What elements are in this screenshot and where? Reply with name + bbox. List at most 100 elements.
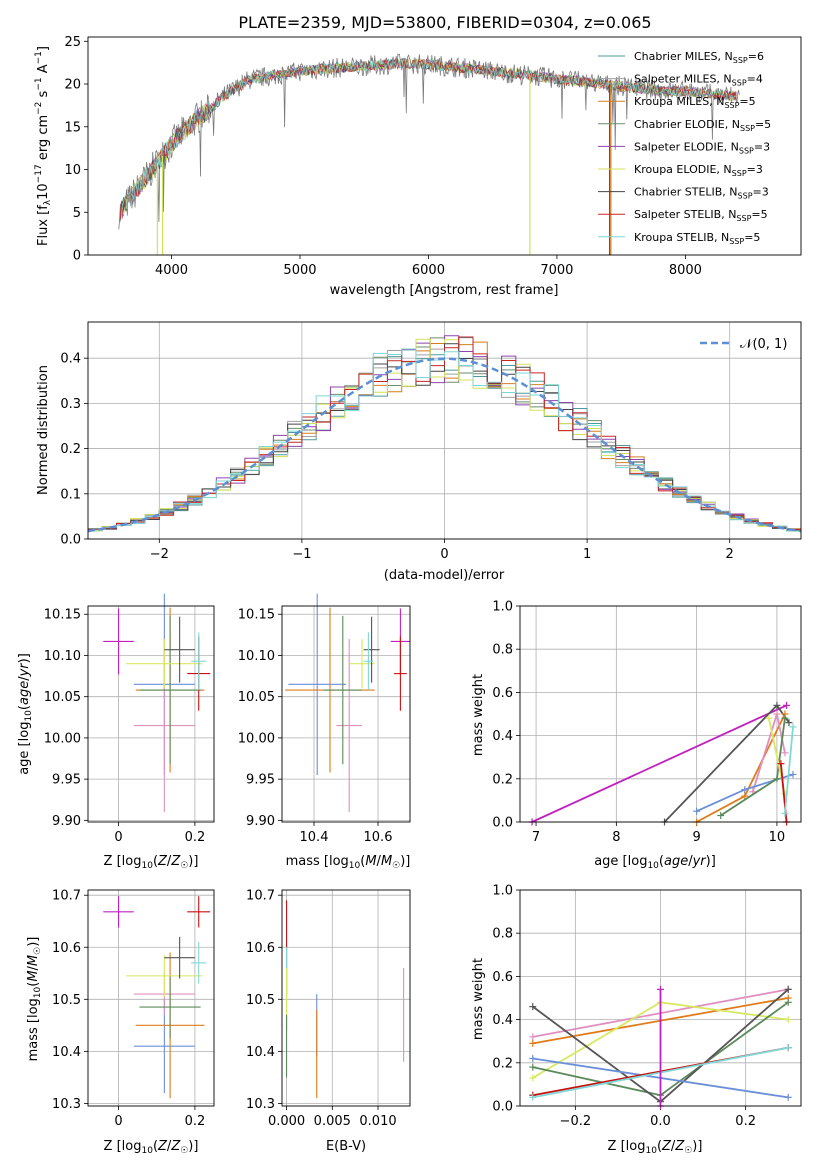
y-tick-label: 9.90 bbox=[246, 814, 275, 829]
y-tick-label: 9.95 bbox=[52, 773, 81, 788]
spectrum-xlabel: wavelength [Angstrom, rest frame] bbox=[330, 283, 559, 298]
x-tick-label: 0.2 bbox=[735, 1114, 756, 1129]
spectrum-legend: Chabrier MILES, NSSP=6 Salpeter MILES, NS… bbox=[598, 50, 771, 246]
axes-frame bbox=[87, 36, 802, 256]
y-tick-label: 0.4 bbox=[60, 352, 81, 367]
age-vs-z-panel: Z [log10(Z/Z☉)] age [log10(age/yr)] 0 0.2… bbox=[17, 593, 215, 871]
x-tick-label: −1 bbox=[292, 547, 311, 562]
x-tick-label: −0.2 bbox=[560, 1114, 592, 1129]
massweight-vs-age-plot: 7 8 9 10 0.0 0.2 0.4 0.6 0.8 1.0 bbox=[492, 600, 802, 845]
x-tick-label: 7000 bbox=[540, 263, 573, 278]
y-tick-label: 10.10 bbox=[238, 649, 275, 664]
y-tick-label: 10.4 bbox=[246, 1045, 275, 1060]
axes-frame bbox=[87, 321, 802, 540]
y-tick-label: 10.10 bbox=[44, 649, 81, 664]
x-tick-label: 10 bbox=[769, 830, 786, 845]
age-vs-z-xlabel: Z [log10(Z/Z☉)] bbox=[104, 854, 199, 871]
y-tick-label: 0.8 bbox=[492, 927, 513, 942]
x-tick-label: 8 bbox=[612, 830, 620, 845]
mass-vs-z-panel: Z [log10(Z/Z☉)] mass [log10(M/M☉)] 0 0.2 1… bbox=[26, 889, 215, 1156]
x-tick-label: 0.005 bbox=[314, 1114, 351, 1129]
y-tick-label: 0.0 bbox=[60, 533, 81, 548]
x-tick-label: 5000 bbox=[283, 263, 316, 278]
y-tick-label: 1.0 bbox=[492, 884, 513, 899]
y-tick-label: 0.2 bbox=[60, 442, 81, 457]
mass-vs-ebv-plot: 0.000 0.005 0.010 10.3 10.4 10.5 10.6 10.7 bbox=[246, 889, 411, 1129]
x-tick-label: 4000 bbox=[155, 263, 188, 278]
x-tick-label: 10.6 bbox=[364, 830, 393, 845]
mass-vs-ebv-xlabel: E(B-V) bbox=[326, 1139, 366, 1154]
x-tick-label: 0.0 bbox=[650, 1114, 671, 1129]
y-tick-label: 0.4 bbox=[492, 729, 513, 744]
y-tick-label: 10.7 bbox=[246, 889, 275, 904]
axes-frame bbox=[87, 889, 215, 1107]
x-tick-label: 0.000 bbox=[268, 1114, 305, 1129]
x-tick-label: 0 bbox=[114, 1114, 122, 1129]
y-tick-label: 25 bbox=[64, 35, 81, 50]
age-vs-mass-xlabel: mass [log10(M/M☉)] bbox=[286, 854, 411, 871]
x-tick-label: 8000 bbox=[669, 263, 702, 278]
mass-vs-z-xlabel: Z [log10(Z/Z☉)] bbox=[104, 1139, 199, 1156]
x-tick-label: 6000 bbox=[412, 263, 445, 278]
x-tick-label: 0.2 bbox=[185, 1114, 206, 1129]
x-tick-label: −2 bbox=[150, 547, 169, 562]
massweight-vs-z-ylabel: mass weight bbox=[471, 958, 486, 1040]
axes-frame bbox=[519, 889, 802, 1107]
massweight-vs-age-ylabel: mass weight bbox=[471, 674, 486, 756]
y-tick-label: 5 bbox=[73, 206, 81, 221]
y-tick-label: 20 bbox=[64, 78, 81, 93]
y-tick-label: 9.90 bbox=[52, 814, 81, 829]
histogram-legend: 𝒩(0, 1) bbox=[700, 337, 787, 352]
figure-title: PLATE=2359, MJD=53800, FIBERID=0304, z=0… bbox=[238, 13, 651, 32]
y-tick-label: 10.4 bbox=[52, 1045, 81, 1060]
legend-label: Salpeter MILES, NSSP=4 bbox=[634, 73, 763, 88]
y-tick-label: 9.95 bbox=[246, 773, 275, 788]
age-vs-mass-panel: mass [log10(M/M☉)] 10.4 10.6 9.90 9.95 10.00… bbox=[238, 593, 411, 871]
massweight-vs-z-xlabel: Z [log10(Z/Z☉)] bbox=[608, 1139, 703, 1156]
massweight-vs-age-xlabel: age [log10(age/yr)] bbox=[594, 854, 716, 871]
age-vs-mass-plot: 10.4 10.6 9.90 9.95 10.00 10.05 10.10 10.15 bbox=[238, 593, 411, 845]
y-tick-label: 0.2 bbox=[492, 1056, 513, 1071]
histogram-steps bbox=[88, 335, 801, 534]
y-tick-label: 0 bbox=[73, 249, 81, 264]
axes-frame bbox=[281, 605, 411, 823]
y-tick-label: 10.15 bbox=[44, 608, 81, 623]
spectrum-model-line bbox=[119, 58, 737, 222]
y-tick-label: 0.0 bbox=[492, 1100, 513, 1115]
y-tick-label: 10.3 bbox=[246, 1097, 275, 1112]
y-tick-label: 0.4 bbox=[492, 1013, 513, 1028]
mass-vs-ebv-panel: E(B-V) 0.000 0.005 0.010 10.3 10.4 10.5 10.6 10… bbox=[246, 889, 411, 1154]
x-tick-label: 1 bbox=[583, 547, 591, 562]
y-tick-label: 0.8 bbox=[492, 643, 513, 658]
x-tick-label: 2 bbox=[726, 547, 734, 562]
histogram-plot: −2 −1 0 1 2 0.0 0.1 0.2 0.3 0.4 bbox=[60, 321, 802, 562]
y-tick-label: 10.6 bbox=[52, 941, 81, 956]
massweight-vs-z-panel: Z [log10(Z/Z☉)] mass weight −0.2 0.0 0.2 0.… bbox=[471, 884, 802, 1156]
x-tick-label: 0.010 bbox=[359, 1114, 396, 1129]
x-tick-label: 0.2 bbox=[185, 830, 206, 845]
histogram-step-series bbox=[88, 348, 801, 534]
y-tick-label: 10.00 bbox=[44, 731, 81, 746]
massweight-line bbox=[784, 726, 794, 814]
x-tick-label: 9 bbox=[692, 830, 700, 845]
age-vs-z-plot: 0 0.2 9.90 9.95 10.00 10.05 10.10 10.15 bbox=[44, 593, 215, 845]
legend-label: Chabrier STELIB, NSSP=3 bbox=[634, 186, 769, 201]
histogram-ylabel: Normed distribution bbox=[36, 365, 51, 495]
spectrum-panel: wavelength [Angstrom, rest frame] Flux [… bbox=[34, 35, 802, 298]
axes-frame bbox=[281, 889, 411, 1107]
spectrum-ylabel: Flux [fλ10−17 erg cm−2 s−1 A−1] bbox=[34, 46, 53, 246]
massweight-vs-z-plot: −0.2 0.0 0.2 0.0 0.2 0.4 0.6 0.8 1.0 bbox=[492, 884, 802, 1129]
y-tick-label: 0.2 bbox=[492, 772, 513, 787]
mass-vs-z-ylabel: mass [log10(M/M☉)] bbox=[26, 937, 43, 1062]
x-tick-label: 7 bbox=[532, 830, 540, 845]
legend-label: Kroupa STELIB, NSSP=5 bbox=[634, 231, 760, 246]
age-vs-z-ylabel: age [log10(age/yr)] bbox=[17, 653, 34, 775]
legend-label: Salpeter STELIB, NSSP=5 bbox=[634, 208, 768, 223]
y-tick-label: 0.6 bbox=[492, 970, 513, 985]
massweight-line bbox=[531, 704, 787, 823]
legend-label: Chabrier MILES, NSSP=6 bbox=[634, 50, 764, 65]
legend-label: Kroupa MILES, NSSP=5 bbox=[634, 95, 756, 110]
x-tick-label: 10.4 bbox=[300, 830, 329, 845]
axes-frame bbox=[519, 605, 802, 823]
